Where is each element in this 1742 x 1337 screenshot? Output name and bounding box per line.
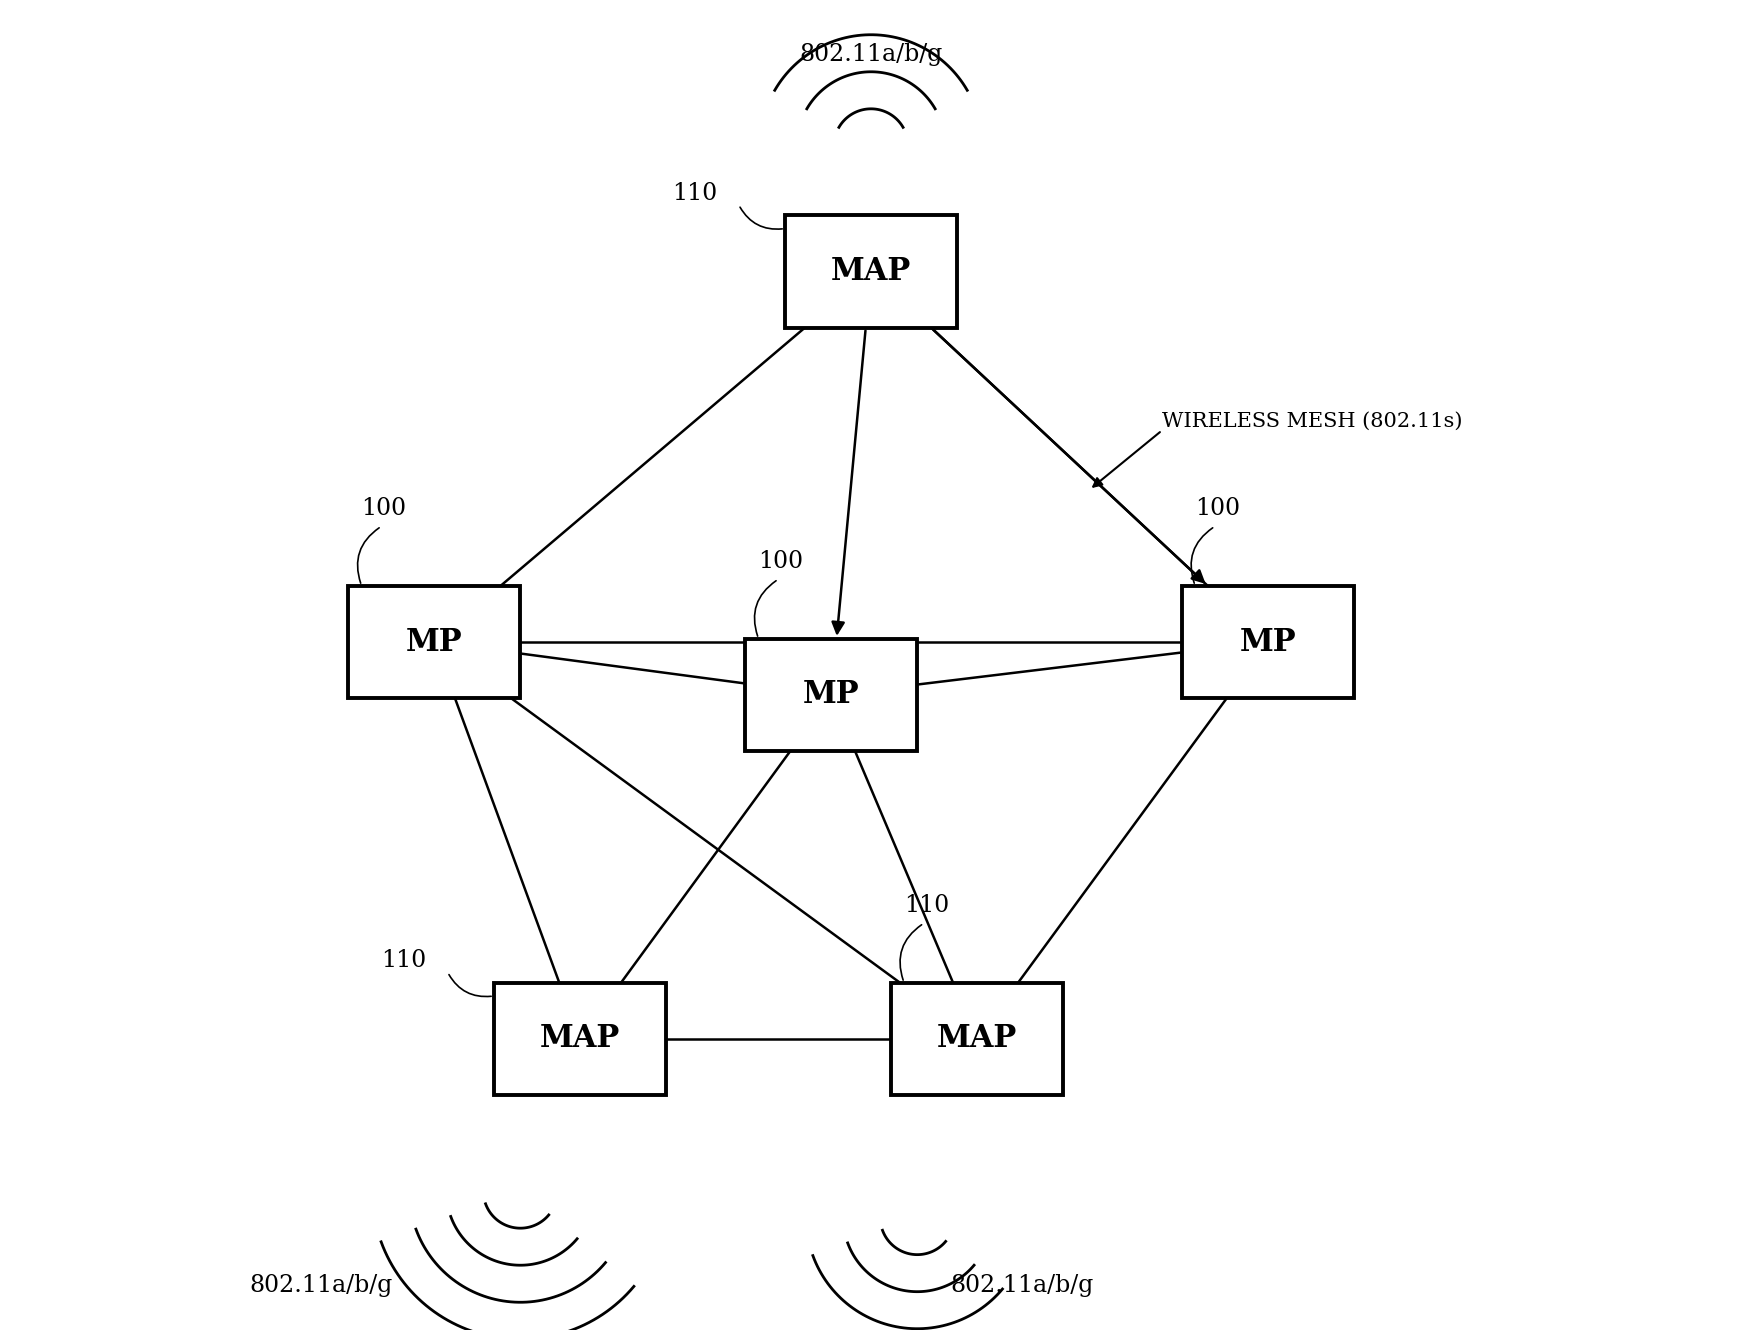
Text: MP: MP (406, 627, 463, 658)
Text: 100: 100 (1195, 496, 1240, 520)
Text: 110: 110 (381, 949, 427, 972)
Text: MP: MP (1240, 627, 1296, 658)
Text: WIRELESS MESH (802.11s): WIRELESS MESH (802.11s) (1162, 412, 1463, 431)
Text: 110: 110 (904, 893, 949, 917)
Text: 110: 110 (672, 182, 718, 205)
Text: 802.11a/b/g: 802.11a/b/g (249, 1274, 392, 1297)
Text: MAP: MAP (937, 1023, 1017, 1055)
Bar (1181, 586, 1354, 698)
Bar (786, 215, 956, 328)
Text: 802.11a/b/g: 802.11a/b/g (800, 44, 942, 67)
Bar (495, 983, 665, 1095)
Text: 100: 100 (758, 550, 803, 572)
Bar (890, 983, 1063, 1095)
Text: MAP: MAP (540, 1023, 620, 1055)
Text: MP: MP (803, 679, 859, 710)
Text: 100: 100 (362, 496, 406, 520)
Bar (348, 586, 521, 698)
Bar (746, 639, 918, 751)
Text: MAP: MAP (831, 257, 911, 287)
Text: 802.11a/b/g: 802.11a/b/g (951, 1274, 1094, 1297)
